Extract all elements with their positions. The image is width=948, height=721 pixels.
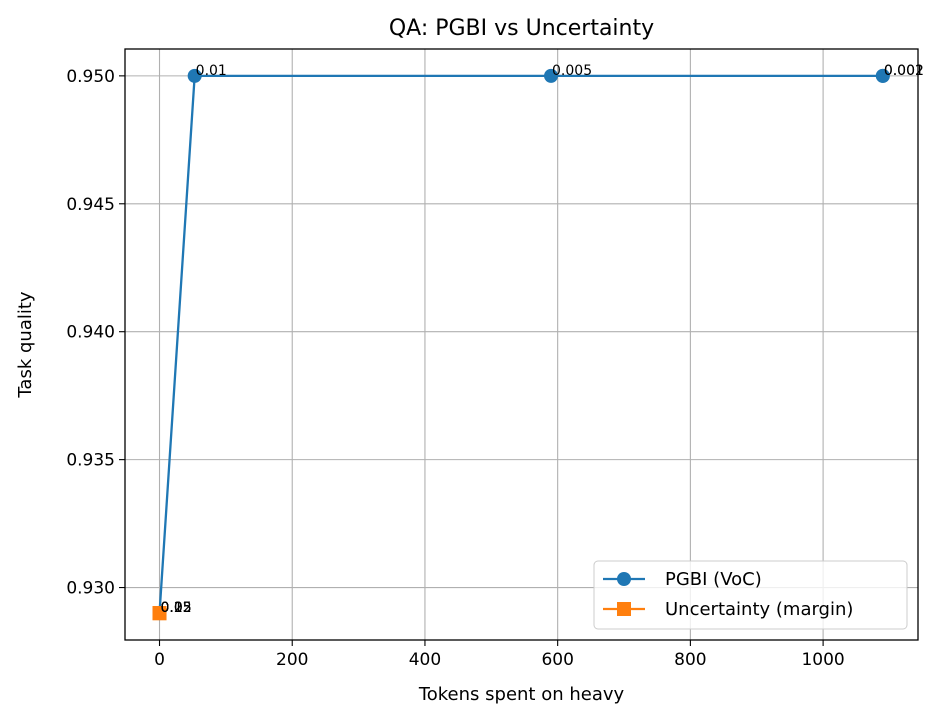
data-point bbox=[544, 68, 559, 83]
legend-box bbox=[593, 560, 908, 630]
legend-marker-uncertainty bbox=[617, 602, 631, 616]
plot-frame bbox=[124, 48, 919, 641]
point-label: 0.25 bbox=[161, 600, 192, 616]
x-tick-label: 800 bbox=[674, 650, 706, 670]
point-label: 0.02 bbox=[161, 600, 192, 616]
chart-title: QA: PGBI vs Uncertainty bbox=[389, 16, 654, 41]
point-label: 0.001 bbox=[884, 63, 924, 79]
data-point bbox=[875, 68, 890, 83]
data-point bbox=[187, 68, 202, 83]
point-label: 0.05 bbox=[161, 600, 192, 616]
legend-marker-pgbi bbox=[617, 572, 631, 586]
legend: PGBI (VoC) Uncertainty (margin) bbox=[593, 560, 908, 630]
series-line-0 bbox=[158, 74, 883, 614]
point-label: 0.002 bbox=[884, 63, 924, 79]
x-tick-label: 200 bbox=[276, 650, 308, 670]
x-tick-label: 0 bbox=[154, 650, 165, 670]
y-axis-label: Task quality bbox=[15, 291, 36, 398]
axis-ticks: 0 200 400 600 800 1000 0.930 0.935 0.940 0.945 0.9… bbox=[66, 67, 844, 670]
x-tick-label: 600 bbox=[541, 650, 573, 670]
x-axis-label: Tokens spent on heavy bbox=[418, 684, 625, 705]
y-tick-label: 0.940 bbox=[66, 323, 115, 343]
x-tick-label: 1000 bbox=[801, 650, 844, 670]
point-label: 0.15 bbox=[161, 600, 192, 616]
legend-label-pgbi: PGBI (VoC) bbox=[665, 569, 762, 590]
x-tick-label: 400 bbox=[409, 650, 441, 670]
y-tick-label: 0.930 bbox=[66, 579, 115, 599]
data-point bbox=[152, 606, 167, 621]
y-tick-label: 0.950 bbox=[66, 67, 115, 87]
y-tick-label: 0.935 bbox=[66, 451, 115, 471]
series-layer bbox=[152, 68, 890, 621]
point-label: 0.005 bbox=[552, 63, 592, 79]
point-label: 0.01 bbox=[196, 63, 227, 79]
y-tick-label: 0.945 bbox=[66, 195, 115, 215]
legend-label-uncertainty: Uncertainty (margin) bbox=[665, 599, 853, 620]
